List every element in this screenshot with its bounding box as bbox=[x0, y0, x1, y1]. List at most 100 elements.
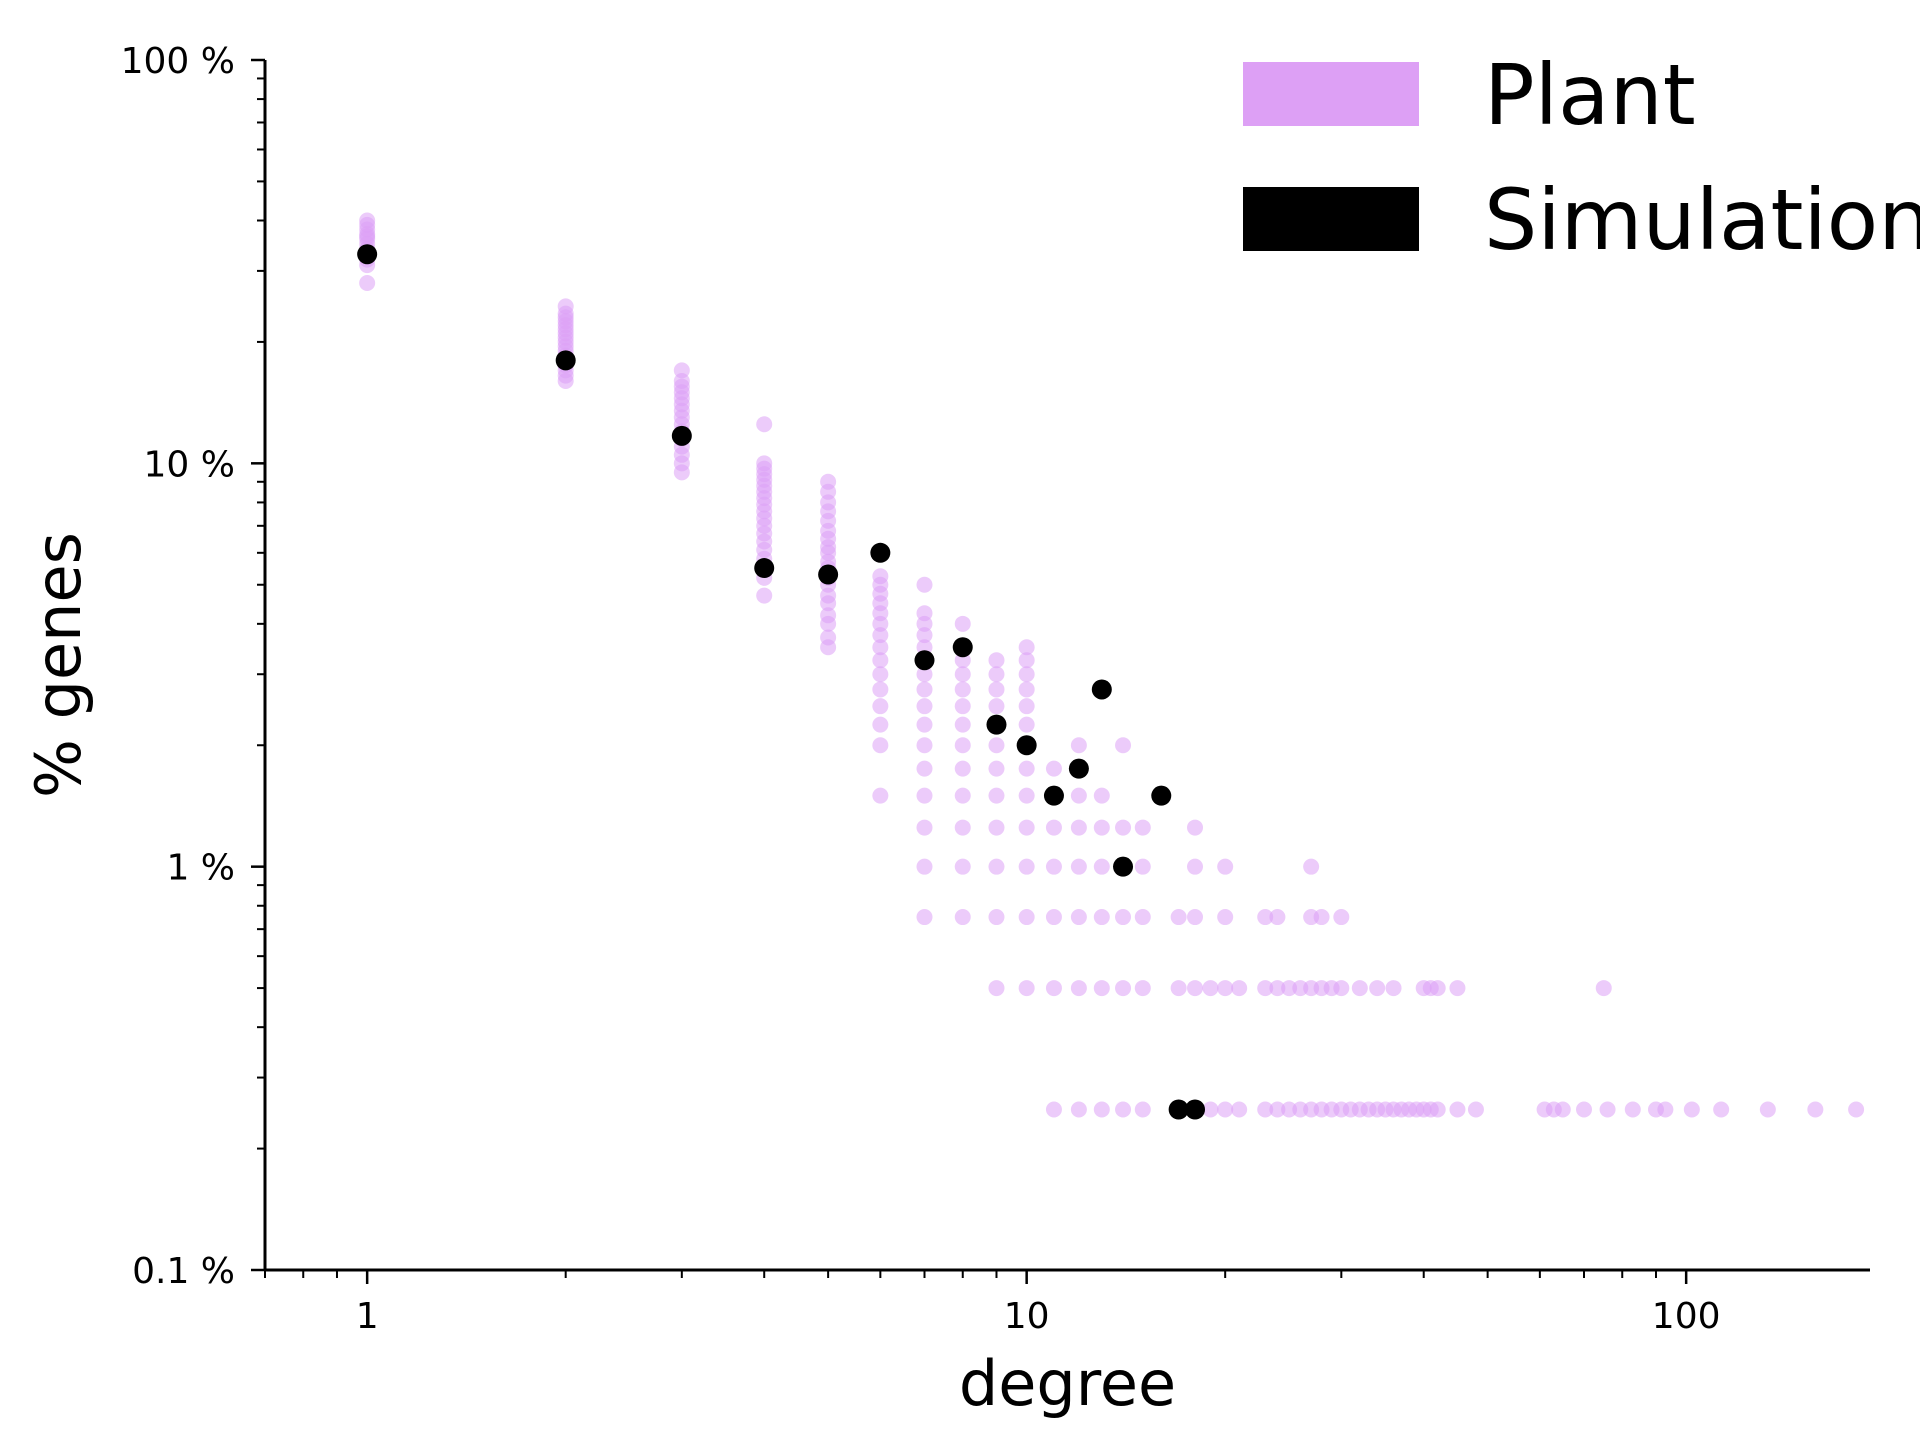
plant-point bbox=[1217, 980, 1234, 997]
plant-point bbox=[1134, 858, 1151, 875]
simulation-series bbox=[357, 244, 1206, 1120]
x-tick-label: 100 bbox=[1652, 1296, 1721, 1337]
plant-point bbox=[1657, 1101, 1674, 1118]
plant-point bbox=[1170, 980, 1187, 997]
simulation-point bbox=[870, 542, 891, 563]
plant-point bbox=[1045, 858, 1062, 875]
plant-point bbox=[872, 639, 889, 656]
y-axis-ticks: 0.1 % 1 % 10 % 100 % bbox=[121, 41, 265, 1292]
legend-swatch-simulation bbox=[1243, 187, 1419, 251]
plant-point bbox=[820, 595, 837, 612]
plant-point bbox=[1848, 1101, 1865, 1118]
plant-point bbox=[1115, 819, 1132, 836]
plant-point bbox=[988, 666, 1005, 683]
plant-point bbox=[1045, 760, 1062, 777]
plant-point bbox=[1134, 819, 1151, 836]
plant-point bbox=[916, 666, 933, 683]
plant-point bbox=[1554, 1101, 1571, 1118]
plant-point bbox=[1683, 1101, 1700, 1118]
plant-point bbox=[1281, 1101, 1298, 1118]
plant-point bbox=[1170, 909, 1187, 926]
plant-point bbox=[1093, 858, 1110, 875]
plant-point bbox=[1269, 909, 1286, 926]
plant-point bbox=[916, 716, 933, 733]
plant-point bbox=[916, 909, 933, 926]
simulation-point bbox=[671, 425, 692, 446]
simulation-point bbox=[357, 244, 378, 265]
plant-point bbox=[756, 416, 773, 433]
plant-point bbox=[1134, 1101, 1151, 1118]
plant-point bbox=[1599, 1101, 1616, 1118]
simulation-point bbox=[754, 558, 775, 579]
plant-point bbox=[1018, 760, 1035, 777]
plant-point bbox=[756, 587, 773, 604]
x-tick-label: 1 bbox=[356, 1296, 379, 1337]
simulation-point bbox=[1043, 785, 1064, 806]
plant-point bbox=[1018, 819, 1035, 836]
plant-point bbox=[1351, 980, 1368, 997]
plant-point bbox=[1093, 787, 1110, 804]
plant-point bbox=[1070, 980, 1087, 997]
plant-point bbox=[1217, 858, 1234, 875]
plant-point bbox=[820, 615, 837, 632]
plant-point bbox=[1070, 1101, 1087, 1118]
plant-point bbox=[1281, 980, 1298, 997]
plant-point bbox=[1115, 909, 1132, 926]
plant-point bbox=[988, 787, 1005, 804]
plant-point bbox=[954, 615, 971, 632]
plant-point bbox=[1018, 858, 1035, 875]
plant-point bbox=[1187, 980, 1204, 997]
plant-point bbox=[916, 787, 933, 804]
plant-point bbox=[988, 819, 1005, 836]
plant-point bbox=[872, 666, 889, 683]
simulation-point bbox=[818, 564, 839, 585]
x-tick-label: 10 bbox=[1004, 1296, 1050, 1337]
simulation-point bbox=[555, 350, 576, 371]
plant-point bbox=[988, 652, 1005, 669]
plant-point bbox=[1333, 980, 1350, 997]
plant-point bbox=[1269, 980, 1286, 997]
legend-label-plant: Plant bbox=[1484, 46, 1696, 144]
y-axis-label: % genes bbox=[22, 532, 95, 798]
plant-point bbox=[954, 909, 971, 926]
plant-point bbox=[1115, 1101, 1132, 1118]
simulation-point bbox=[1151, 785, 1172, 806]
plant-point bbox=[1070, 787, 1087, 804]
plant-point bbox=[872, 698, 889, 715]
plant-point bbox=[1429, 980, 1446, 997]
plant-point bbox=[1093, 909, 1110, 926]
plant-point bbox=[1018, 666, 1035, 683]
plant-point bbox=[1018, 681, 1035, 698]
plant-point bbox=[1217, 909, 1234, 926]
axes: 1 10 100 0.1 % 1 % 10 % 100 % bbox=[121, 41, 1870, 1337]
plant-point bbox=[1018, 698, 1035, 715]
plant-point bbox=[954, 737, 971, 754]
plant-point bbox=[1385, 980, 1402, 997]
x-axis-ticks: 1 10 100 bbox=[264, 1270, 1721, 1337]
plant-point bbox=[872, 627, 889, 644]
plant-point bbox=[1269, 1101, 1286, 1118]
plant-point bbox=[954, 787, 971, 804]
plant-point bbox=[1018, 909, 1035, 926]
plant-point bbox=[988, 698, 1005, 715]
plant-point bbox=[954, 716, 971, 733]
plant-point bbox=[988, 760, 1005, 777]
plant-point bbox=[872, 681, 889, 698]
plant-point bbox=[872, 615, 889, 632]
plant-point bbox=[1217, 1101, 1234, 1118]
plant-point bbox=[872, 716, 889, 733]
simulation-point bbox=[914, 650, 935, 671]
plant-point bbox=[916, 858, 933, 875]
plant-point bbox=[1093, 980, 1110, 997]
legend: Plant Simulation bbox=[1243, 46, 1920, 269]
plant-point bbox=[1429, 1101, 1446, 1118]
plant-point bbox=[1134, 980, 1151, 997]
plant-point bbox=[1018, 787, 1035, 804]
plant-point bbox=[1333, 909, 1350, 926]
plant-point bbox=[916, 737, 933, 754]
x-axis-label: degree bbox=[959, 1347, 1176, 1420]
plant-point bbox=[1018, 652, 1035, 669]
plant-point bbox=[1018, 980, 1035, 997]
plant-point bbox=[1070, 909, 1087, 926]
